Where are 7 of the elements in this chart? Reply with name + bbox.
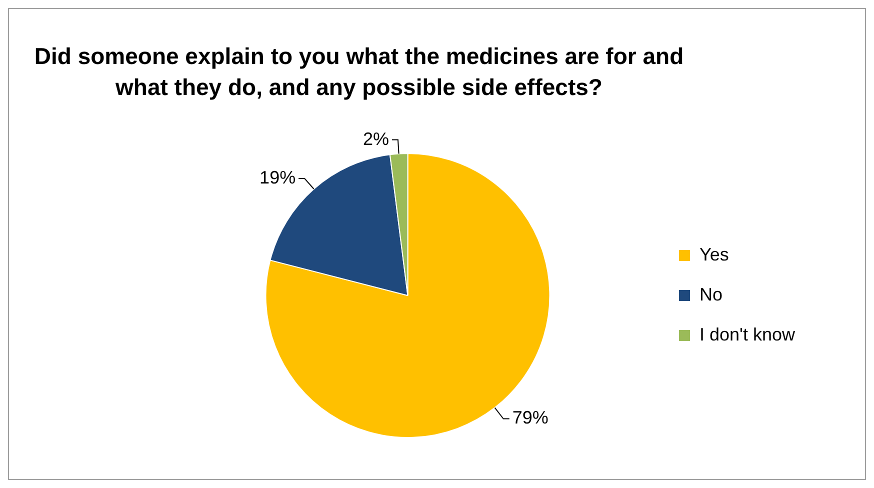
chart-title: Did someone explain to you what the medicines are for and what they do, and any possible side effects? xyxy=(33,42,685,102)
legend-label: No xyxy=(700,284,723,304)
data-label: 2% xyxy=(362,128,389,149)
data-label: 19% xyxy=(260,167,296,188)
data-label: 79% xyxy=(512,408,548,428)
legend-label: I don't know xyxy=(700,324,796,344)
legend-label: Yes xyxy=(700,244,729,264)
